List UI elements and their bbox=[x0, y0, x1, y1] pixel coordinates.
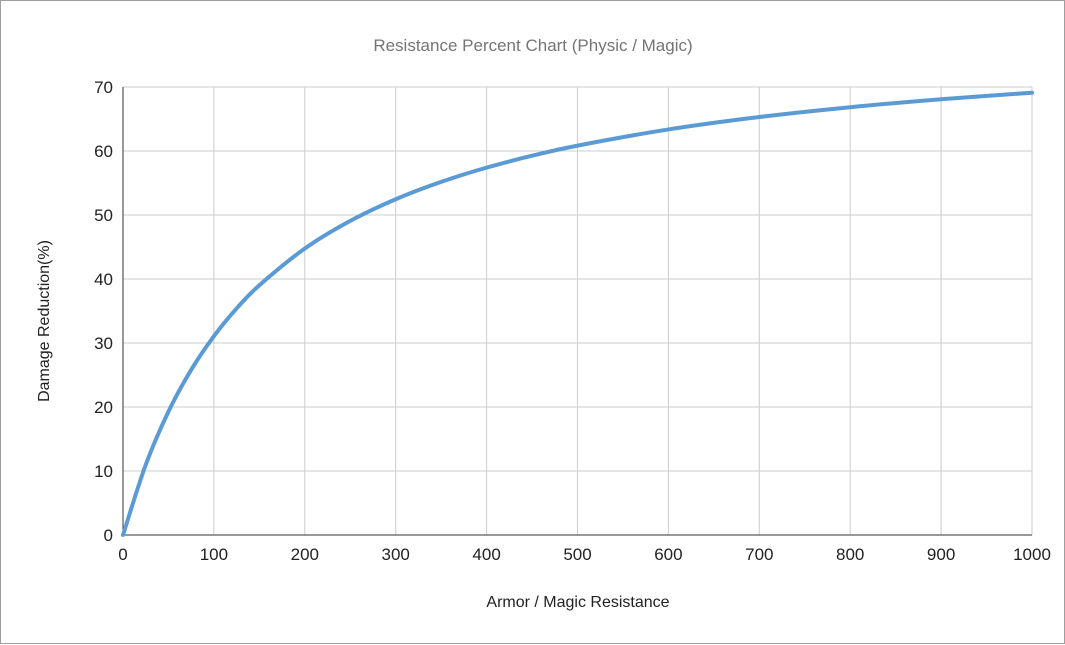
y-tick-label: 30 bbox=[94, 334, 113, 353]
y-tick-label: 60 bbox=[94, 142, 113, 161]
x-tick-label: 100 bbox=[200, 545, 228, 564]
y-tick-label: 10 bbox=[94, 462, 113, 481]
x-tick-label: 700 bbox=[745, 545, 773, 564]
y-axis-label: Damage Reduction(%) bbox=[36, 240, 53, 402]
series-line bbox=[121, 90, 1034, 537]
y-tick-label: 40 bbox=[94, 270, 113, 289]
x-tick-label: 900 bbox=[927, 545, 955, 564]
tick-labels: 0 100 200 300 400 500 600 700 800 900 1000 0 10 20 30 4… bbox=[94, 78, 1051, 564]
x-tick-label: 200 bbox=[291, 545, 319, 564]
x-tick-label: 800 bbox=[836, 545, 864, 564]
grid bbox=[122, 86, 1033, 536]
chart-title: Resistance Percent Chart (Physic / Magic… bbox=[373, 36, 692, 55]
x-tick-label: 0 bbox=[118, 545, 127, 564]
y-tick-label: 20 bbox=[94, 398, 113, 417]
y-tick-label: 70 bbox=[94, 78, 113, 97]
x-tick-label: 300 bbox=[382, 545, 410, 564]
x-tick-label: 500 bbox=[563, 545, 591, 564]
x-tick-label: 600 bbox=[654, 545, 682, 564]
x-tick-label: 1000 bbox=[1013, 545, 1051, 564]
y-tick-label: 0 bbox=[104, 526, 113, 545]
x-axis-label: Armor / Magic Resistance bbox=[486, 594, 669, 611]
series bbox=[121, 90, 1034, 537]
x-tick-label: 400 bbox=[472, 545, 500, 564]
y-tick-label: 50 bbox=[94, 206, 113, 225]
